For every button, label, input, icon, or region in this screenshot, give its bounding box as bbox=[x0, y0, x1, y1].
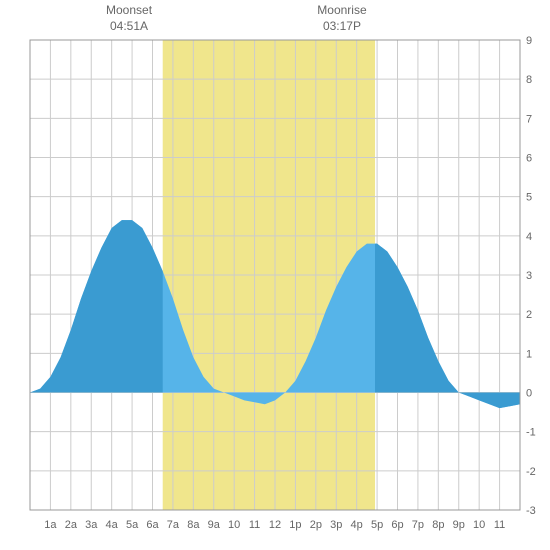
svg-text:4a: 4a bbox=[106, 519, 119, 531]
svg-text:8: 8 bbox=[526, 74, 532, 86]
svg-text:6p: 6p bbox=[391, 519, 403, 531]
svg-text:-2: -2 bbox=[526, 466, 536, 478]
svg-text:10: 10 bbox=[473, 519, 485, 531]
svg-text:1a: 1a bbox=[44, 519, 57, 531]
header-time: 03:17P bbox=[323, 19, 361, 33]
header-title: Moonrise bbox=[317, 3, 367, 17]
svg-text:10: 10 bbox=[228, 519, 240, 531]
svg-text:2a: 2a bbox=[65, 519, 78, 531]
svg-text:8p: 8p bbox=[432, 519, 444, 531]
svg-text:5: 5 bbox=[526, 192, 532, 204]
svg-text:3a: 3a bbox=[85, 519, 98, 531]
svg-text:-1: -1 bbox=[526, 427, 536, 439]
svg-text:9a: 9a bbox=[208, 519, 221, 531]
svg-text:8a: 8a bbox=[187, 519, 200, 531]
svg-text:6: 6 bbox=[526, 153, 532, 165]
svg-text:2: 2 bbox=[526, 309, 532, 321]
svg-text:12: 12 bbox=[269, 519, 281, 531]
svg-text:9: 9 bbox=[526, 35, 532, 47]
x-axis-labels: 1a 2a 3a 4a 5a 6a 7a 8a 9a 10 11 12 1p 2p 3p 4p 5p 6p 7p 8p… bbox=[44, 519, 505, 531]
header-labels: Moonset 04:51A Moonrise 03:17P bbox=[106, 3, 367, 33]
svg-text:3: 3 bbox=[526, 270, 532, 282]
svg-text:1: 1 bbox=[526, 348, 532, 360]
svg-text:4: 4 bbox=[526, 231, 532, 243]
svg-text:5p: 5p bbox=[371, 519, 383, 531]
y-axis-labels: -3 -2 -1 0 1 2 3 4 5 6 7 8 9 bbox=[526, 35, 536, 517]
chart-svg: -3-2-101234567891a2a3a4a5a6a7a8a9a101112… bbox=[0, 0, 550, 550]
svg-text:7: 7 bbox=[526, 113, 532, 125]
svg-text:-3: -3 bbox=[526, 505, 536, 517]
tide-chart: -3-2-101234567891a2a3a4a5a6a7a8a9a101112… bbox=[0, 0, 550, 550]
svg-text:9p: 9p bbox=[453, 519, 465, 531]
svg-text:3p: 3p bbox=[330, 519, 342, 531]
header-title: Moonset bbox=[106, 3, 153, 17]
svg-text:11: 11 bbox=[494, 519, 505, 531]
header-time: 04:51A bbox=[110, 19, 148, 33]
svg-text:2p: 2p bbox=[310, 519, 322, 531]
svg-text:6a: 6a bbox=[146, 519, 159, 531]
svg-text:4p: 4p bbox=[351, 519, 363, 531]
svg-text:7p: 7p bbox=[412, 519, 424, 531]
svg-text:1p: 1p bbox=[289, 519, 301, 531]
svg-text:7a: 7a bbox=[167, 519, 180, 531]
svg-text:5a: 5a bbox=[126, 519, 139, 531]
svg-text:11: 11 bbox=[249, 519, 260, 531]
svg-text:0: 0 bbox=[526, 388, 532, 400]
